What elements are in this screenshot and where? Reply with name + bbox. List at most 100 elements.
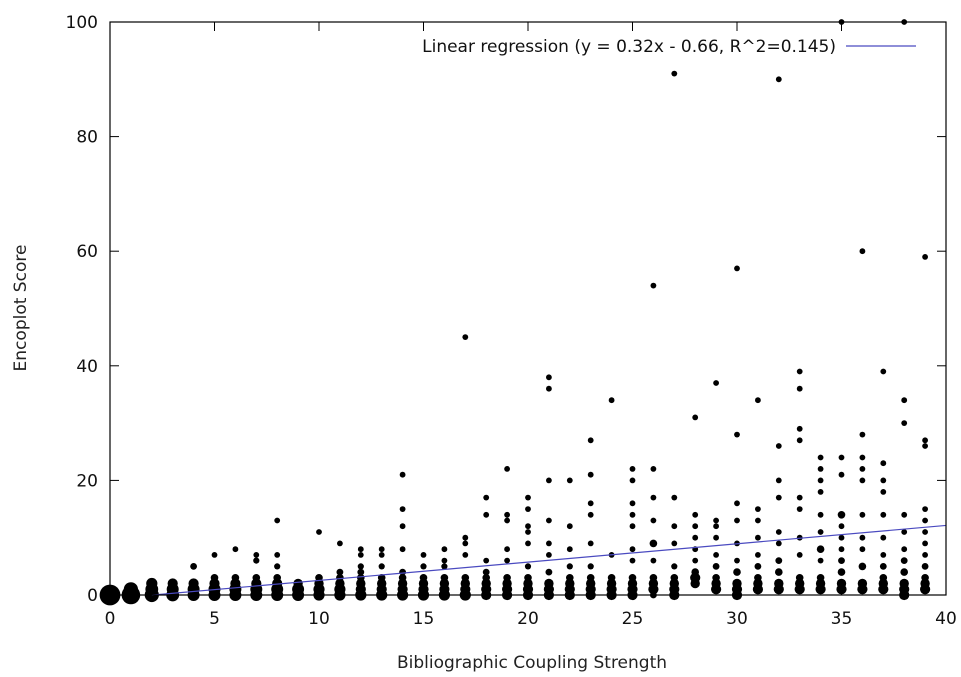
data-point [274,517,281,524]
data-point [692,534,699,541]
data-point [565,578,575,589]
data-point [123,582,138,597]
data-point [815,578,826,589]
data-point [859,454,866,461]
data-point [650,494,657,501]
data-point [880,368,887,375]
data-point [587,511,594,518]
data-point [545,568,553,576]
data-point [648,578,659,589]
data-point [252,574,261,582]
data-point [817,529,824,535]
data-point [838,557,845,564]
data-point [817,466,824,472]
data-point [690,572,701,583]
data-point [734,557,740,564]
data-point [377,574,386,582]
data-point [880,460,887,467]
data-point [775,540,782,547]
data-point [775,557,783,564]
data-point [859,431,866,438]
data-point [754,563,762,570]
data-point [921,574,929,582]
data-point [336,568,344,576]
data-point [420,563,427,570]
data-point [629,523,636,530]
data-point [357,574,365,582]
data-point [629,477,636,484]
data-point [253,557,260,564]
data-point [922,443,928,449]
data-point [650,557,657,564]
data-point [879,574,888,582]
data-point [754,574,762,582]
data-point [899,578,909,589]
data-point [167,578,178,589]
data-point [586,578,596,589]
data-point [462,540,469,547]
data-point [586,574,595,582]
data-point [273,574,282,582]
data-point [629,500,636,507]
data-point [378,563,385,570]
data-point [566,523,573,530]
data-point [316,529,322,535]
data-point [650,282,657,289]
data-point [439,578,450,589]
data-point [483,494,490,501]
data-point [734,500,740,507]
data-point [796,425,803,432]
data-point [525,523,531,530]
y-axis-label: Encoplot Score [11,245,31,372]
data-point [629,546,636,553]
data-point [566,477,573,484]
data-point [922,552,928,558]
data-point [671,563,678,570]
data-point [817,454,824,461]
data-point [525,494,531,501]
data-point [546,552,552,558]
data-point [713,534,719,541]
data-point [879,563,887,570]
data-point [692,523,699,530]
data-point [859,546,866,553]
data-point [901,529,908,535]
data-point [775,76,782,83]
data-point [504,466,510,472]
data-point [838,454,845,461]
data-point [920,578,930,589]
data-point [838,534,845,541]
legend: Linear regression (y = 0.32x - 0.66, R^2… [422,37,916,57]
data-point [713,517,719,524]
data-point [482,568,490,576]
data-point [483,557,490,564]
data-point [713,380,719,386]
data-point [524,574,532,582]
data-point [377,578,387,589]
data-point [880,511,887,518]
data-point [838,546,845,553]
data-point [796,552,803,558]
data-point [544,578,554,589]
data-point [836,578,847,589]
data-point [399,506,406,512]
y-axis-ticks: 0 20 40 60 80 100 [66,13,946,606]
data-point [753,578,763,589]
data-point [441,557,448,564]
data-point [922,254,928,260]
data-point [670,574,679,582]
data-point [188,578,199,589]
y-tick-label: 80 [76,128,98,148]
data-point [775,529,782,535]
x-axis-label: Bibliographic Coupling Strength [397,653,667,673]
data-point [816,574,825,582]
data-point [922,437,928,444]
data-point [859,248,866,255]
data-point [420,552,427,558]
data-point [838,471,845,478]
data-point [817,489,824,495]
data-point [817,557,824,564]
data-point [858,562,867,571]
data-point [775,494,782,501]
data-point [817,511,824,518]
